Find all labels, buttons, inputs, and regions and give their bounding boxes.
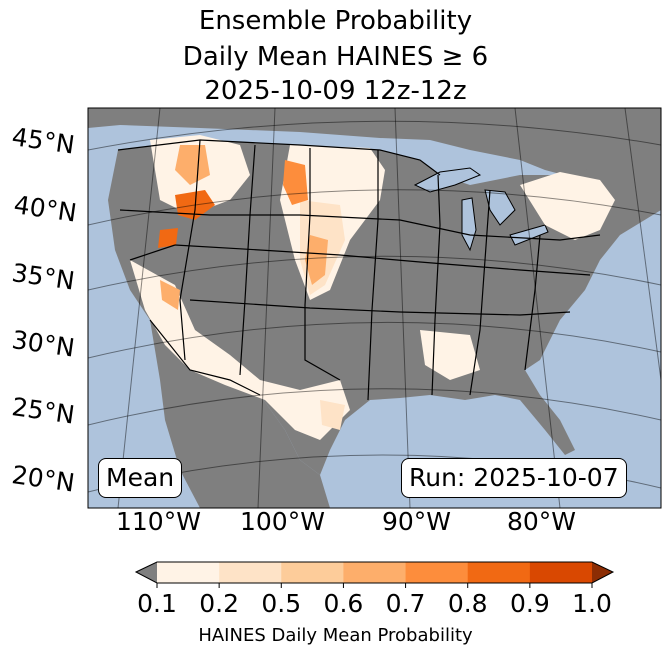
colorbar-tick-label: 1.0 [572,589,612,618]
colorbar-cells [157,562,593,583]
colorbar-tick-label: 0.5 [261,589,302,618]
colorbar-tick-label: 0.2 [199,589,240,618]
colorbar-under-triangle [136,562,157,583]
colorbar-tick-label: 0.9 [509,589,550,618]
colorbar-cell [343,562,407,583]
us-land [108,140,661,475]
lon-label-110w: 110°W [116,507,201,536]
lon-label-90w: 90°W [382,507,452,536]
colorbar-tick-label: 0.6 [323,589,364,618]
probability-patches [130,135,615,440]
lon-label-80w: 80°W [507,507,577,536]
canada-land [88,108,661,185]
mean-label-box: Mean [98,458,183,498]
run-date-box: Run: 2025-10-07 [401,458,627,498]
colorbar-tick-label: 0.1 [137,589,177,618]
graticule [88,108,661,508]
colorbar-tick-marks [156,583,593,588]
mexico-land [150,320,330,508]
colorbar-cell [405,562,469,583]
colorbar-over-triangle [592,562,613,583]
colorbar-cell [467,562,531,583]
colorbar-cell [157,562,220,583]
colorbar [134,561,615,588]
colorbar-label: HAINES Daily Mean Probability [198,625,473,646]
state-borders [117,139,601,401]
map-frame [87,107,662,509]
title-line-2: Daily Mean HAINES ≥ 6 [182,42,489,72]
colorbar-tick-label: 0.8 [447,589,488,618]
colorbar-cell [281,562,344,583]
lon-label-100w: 100°W [240,507,325,536]
colorbar-tick-label: 0.7 [385,589,426,618]
colorbar-cell [529,562,593,583]
colorbar-cell [219,562,282,583]
title-line-3: 2025-10-09 12z-12z [204,76,467,106]
title-line-1: Ensemble Probability [198,6,473,36]
